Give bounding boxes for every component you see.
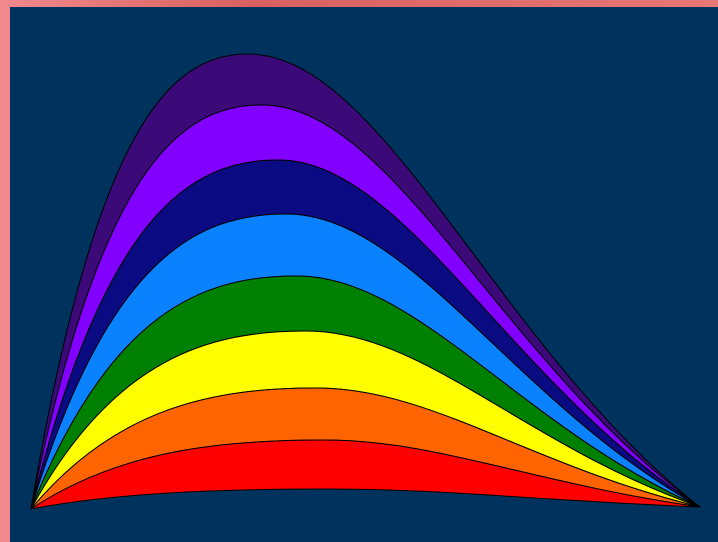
rainbow-canvas xyxy=(10,7,718,542)
rainbow-arcs-artwork xyxy=(30,53,701,510)
red-band xyxy=(30,439,701,510)
